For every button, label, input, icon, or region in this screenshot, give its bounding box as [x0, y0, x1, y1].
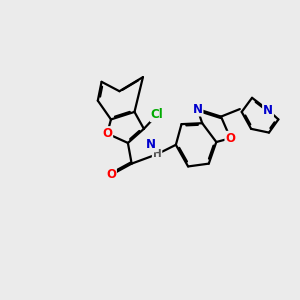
Text: N: N — [263, 103, 273, 116]
Text: O: O — [102, 127, 112, 140]
Text: N: N — [146, 138, 156, 152]
Text: O: O — [106, 168, 116, 182]
Text: Cl: Cl — [151, 108, 164, 121]
Text: N: N — [193, 103, 202, 116]
Text: O: O — [225, 132, 236, 145]
Text: H: H — [153, 149, 161, 159]
